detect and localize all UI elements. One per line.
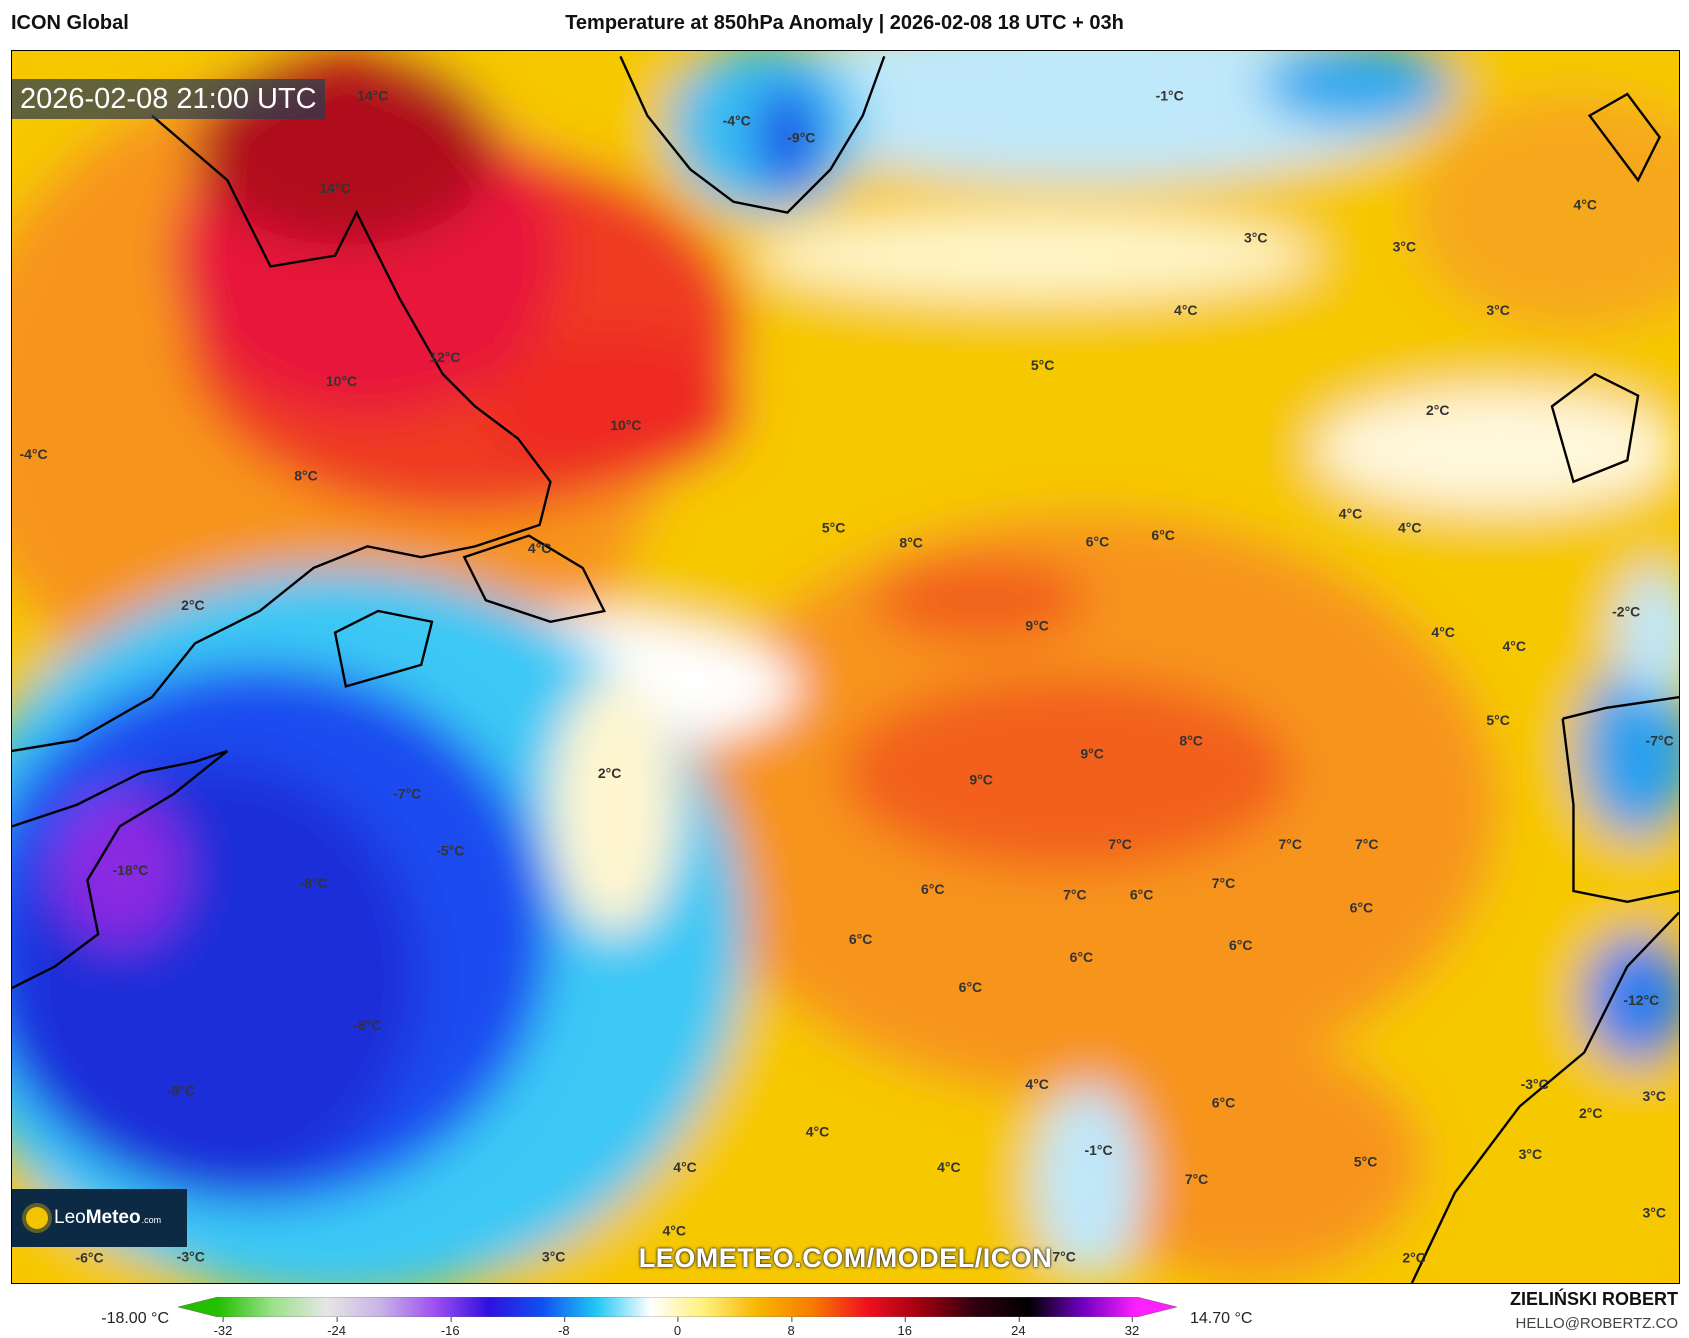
anomaly-field	[12, 51, 1679, 1283]
temperature-anomaly-map[interactable]: 14°C 14°C 12°C 10°C 10°C 8°C -4°C 2°C 4°C -4°C -9°…	[11, 50, 1680, 1284]
isotherm-label: 4°C	[1502, 638, 1525, 654]
isotherm-label: 7°C	[1185, 1171, 1208, 1187]
isotherm-label: 6°C	[1086, 533, 1109, 549]
isotherm-label: 9°C	[969, 771, 992, 787]
isotherm-label: 6°C	[959, 979, 982, 995]
isotherm-label: 5°C	[1031, 357, 1054, 373]
colorbar-tick-label: -16	[440, 1317, 460, 1338]
isotherm-label: 3°C	[1519, 1146, 1542, 1162]
isotherm-label: 3°C	[1486, 302, 1509, 318]
isotherm-label: -3°C	[177, 1248, 205, 1264]
isotherm-label: 3°C	[1642, 1204, 1665, 1220]
isotherm-label: -7°C	[393, 785, 421, 801]
isotherm-label: 6°C	[1151, 527, 1174, 543]
isotherm-label: 4°C	[1431, 624, 1454, 640]
colorbar-max-label: 14.70 °C	[1190, 1310, 1253, 1327]
valid-time-badge: 2026-02-08 21:00 UTC	[12, 79, 325, 119]
coastlines	[12, 55, 1679, 1283]
map-field: 14°C 14°C 12°C 10°C 10°C 8°C -4°C 2°C 4°C -4°C -9°…	[12, 51, 1679, 1283]
isotherm-label: 14°C	[357, 88, 388, 104]
map-title: Temperature at 850hPa Anomaly | 2026-02-…	[565, 12, 1124, 34]
isotherm-label: 4°C	[1574, 196, 1597, 212]
isotherm-label: 2°C	[1402, 1250, 1425, 1266]
isotherm-label: 4°C	[673, 1159, 696, 1175]
colorbar-tick-label: -32	[213, 1317, 233, 1338]
colorbar-tick-label: 16	[897, 1317, 912, 1338]
colorbar-tick-label: -8	[558, 1317, 570, 1338]
isotherm-label: 2°C	[598, 765, 621, 781]
isotherm-label: -1°C	[1084, 1142, 1112, 1158]
isotherm-label: -4°C	[19, 446, 47, 462]
isotherm-label: 4°C	[937, 1159, 960, 1175]
isotherm-label: 6°C	[1070, 949, 1093, 965]
isotherm-label: 7°C	[1052, 1248, 1075, 1264]
isotherm-label: -9°C	[167, 1083, 195, 1099]
isotherm-label: 6°C	[1229, 937, 1252, 953]
isotherm-label: 4°C	[663, 1223, 686, 1239]
isotherm-label: 8°C	[1179, 733, 1202, 749]
isotherm-label: 8°C	[294, 468, 317, 484]
isotherm-label: -7°C	[1646, 733, 1674, 749]
isotherm-label: 6°C	[1212, 1094, 1235, 1110]
colorbar-tick-label: -24	[327, 1317, 347, 1338]
isotherm-label: 3°C	[542, 1248, 565, 1264]
isotherm-label: 10°C	[610, 417, 641, 433]
isotherm-label: -4°C	[723, 112, 751, 128]
isotherm-label: 3°C	[1393, 238, 1416, 254]
isotherm-label: 5°C	[1486, 712, 1509, 728]
isotherm-label: 4°C	[806, 1124, 829, 1140]
isotherm-label: 7°C	[1212, 875, 1235, 891]
isotherm-label: -8°C	[353, 1017, 381, 1033]
author-name: ZIELIŃSKI ROBERT	[1509, 1289, 1678, 1309]
isotherm-label: 7°C	[1108, 836, 1131, 852]
isotherm-label: -6°C	[75, 1250, 103, 1266]
colorbar-tick-label: 0	[673, 1317, 682, 1338]
leometeo-logo[interactable]: LeoMeteo.com	[12, 1189, 187, 1247]
isotherm-label: 7°C	[1355, 836, 1378, 852]
isotherm-label: -3°C	[1521, 1076, 1549, 1092]
isotherm-label: 3°C	[1244, 230, 1267, 246]
isotherm-label: -5°C	[436, 842, 464, 858]
isotherm-label: 2°C	[1426, 402, 1449, 418]
isotherm-label: -8°C	[299, 875, 327, 891]
isotherm-label: 2°C	[1579, 1105, 1602, 1121]
isotherm-label: 4°C	[1339, 505, 1362, 521]
isotherm-label: 4°C	[1398, 519, 1421, 535]
isotherm-label: -9°C	[787, 130, 815, 146]
sun-icon	[26, 1207, 48, 1229]
isotherm-label: -2°C	[1612, 603, 1640, 619]
model-name: ICON Global	[11, 12, 129, 34]
isotherm-label: 10°C	[326, 373, 357, 389]
colorbar-min-label: -18.00 °C	[101, 1310, 169, 1327]
isotherm-label: -1°C	[1156, 88, 1184, 104]
isotherm-label: 4°C	[528, 540, 551, 556]
isotherm-label: 14°C	[319, 180, 350, 196]
isotherm-label: -18°C	[113, 862, 149, 878]
isotherm-label: 9°C	[1080, 746, 1103, 762]
isotherm-label: 5°C	[1354, 1154, 1377, 1170]
isotherm-label: 7°C	[1279, 836, 1302, 852]
isotherm-label: 4°C	[1025, 1076, 1048, 1092]
isotherm-label: 3°C	[1642, 1088, 1665, 1104]
colorbar-tick-label: 8	[787, 1317, 795, 1338]
isotherm-label: 2°C	[181, 597, 204, 613]
isotherm-label: 6°C	[1350, 900, 1373, 916]
isotherm-label: 6°C	[849, 931, 872, 947]
colorbar-tick-label: 32	[1124, 1317, 1140, 1338]
isotherm-label: 5°C	[822, 519, 845, 535]
isotherm-label: 4°C	[1174, 302, 1197, 318]
isotherm-label: 8°C	[899, 534, 922, 550]
logo-text: LeoMeteo.com	[54, 1207, 162, 1228]
colorbar	[178, 1297, 1177, 1317]
isotherm-label: -12°C	[1623, 992, 1659, 1008]
isotherm-labels: 14°C 14°C 12°C 10°C 10°C 8°C -4°C 2°C 4°C -4°C -9°…	[19, 88, 1673, 1266]
isotherm-label: 9°C	[1025, 617, 1048, 633]
colorbar-tick-label: 24	[1011, 1317, 1026, 1338]
isotherm-label: 6°C	[1130, 887, 1153, 903]
isotherm-label: 12°C	[429, 349, 460, 365]
isotherm-label: 7°C	[1063, 887, 1086, 903]
author-email[interactable]: HELLO@ROBERTZ.CO	[1515, 1315, 1678, 1332]
watermark-url: LEOMETEO.COM/MODEL/ICON	[638, 1243, 1053, 1273]
isotherm-label: 6°C	[921, 881, 944, 897]
